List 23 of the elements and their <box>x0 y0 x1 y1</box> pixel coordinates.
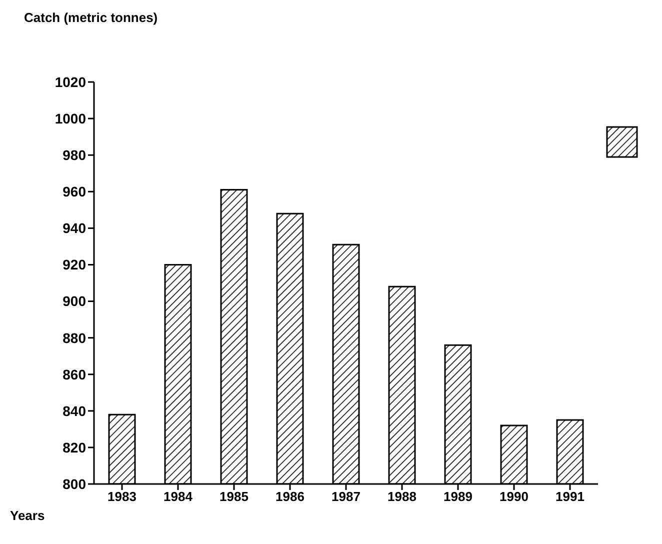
x-tick-label: 1984 <box>164 489 194 504</box>
y-tick-label: 940 <box>62 220 86 236</box>
y-tick-label: 1000 <box>54 110 86 127</box>
x-tick-label: 1988 <box>388 489 416 504</box>
y-tick-label: 980 <box>62 147 86 164</box>
y-axis-title: Catch (metric tonnes) <box>24 10 158 25</box>
x-tick-label: 1987 <box>332 489 360 504</box>
y-tick-label: 820 <box>62 439 86 456</box>
y-tick-label: 920 <box>62 256 86 273</box>
x-tick-label: 1985 <box>220 489 248 504</box>
y-tick-label: 860 <box>62 366 86 382</box>
y-tick-label: 900 <box>62 293 86 310</box>
x-tick-label: 1983 <box>108 489 136 504</box>
x-axis-title: Years <box>10 508 45 523</box>
y-tick-label: 800 <box>62 476 86 492</box>
x-tick-label: 1989 <box>444 489 472 504</box>
x-tick-label: 1991 <box>556 489 584 504</box>
x-tick-label: 1990 <box>500 489 528 504</box>
y-tick-label: 960 <box>62 184 86 200</box>
y-tick-label: 840 <box>62 402 86 419</box>
y-tick-label: 880 <box>62 330 86 346</box>
y-tick-label: 1020 <box>54 74 86 90</box>
x-tick-label: 1986 <box>276 489 304 504</box>
